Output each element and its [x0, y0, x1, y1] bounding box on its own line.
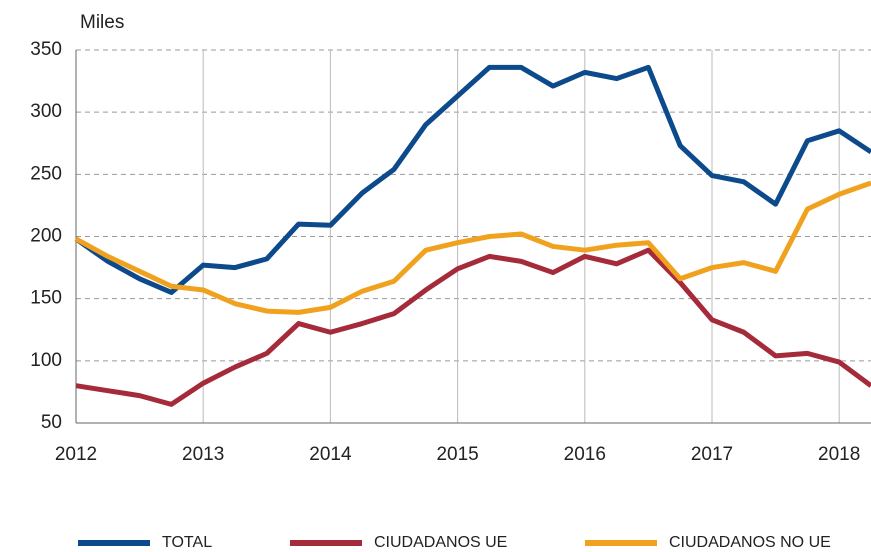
line-series	[75, 247, 871, 407]
x-tick-label: 2013	[182, 444, 224, 465]
line-series	[74, 64, 871, 295]
legend-label: CIUDADANOS UE	[374, 534, 507, 551]
line-series	[74, 180, 871, 315]
x-tick-label: 2012	[55, 444, 97, 465]
x-tick-label: 2014	[309, 444, 352, 465]
x-tick-label: 2017	[691, 444, 733, 465]
legend-label: TOTAL	[162, 534, 212, 551]
legend-label: CIUDADANOS NO UE	[669, 534, 831, 551]
y-axis-label: Miles	[80, 12, 124, 33]
y-tick-label: 100	[30, 350, 62, 371]
y-tick-label: 250	[30, 163, 62, 184]
x-tick-label: 2016	[564, 444, 606, 465]
y-tick-label: 150	[30, 288, 62, 309]
y-tick-label: 350	[30, 39, 62, 60]
x-tick-label: 2018	[818, 444, 860, 465]
y-tick-label: 50	[41, 412, 62, 433]
x-tick-label: 2015	[436, 444, 478, 465]
y-tick-label: 200	[30, 226, 62, 247]
y-tick-label: 300	[30, 101, 62, 122]
